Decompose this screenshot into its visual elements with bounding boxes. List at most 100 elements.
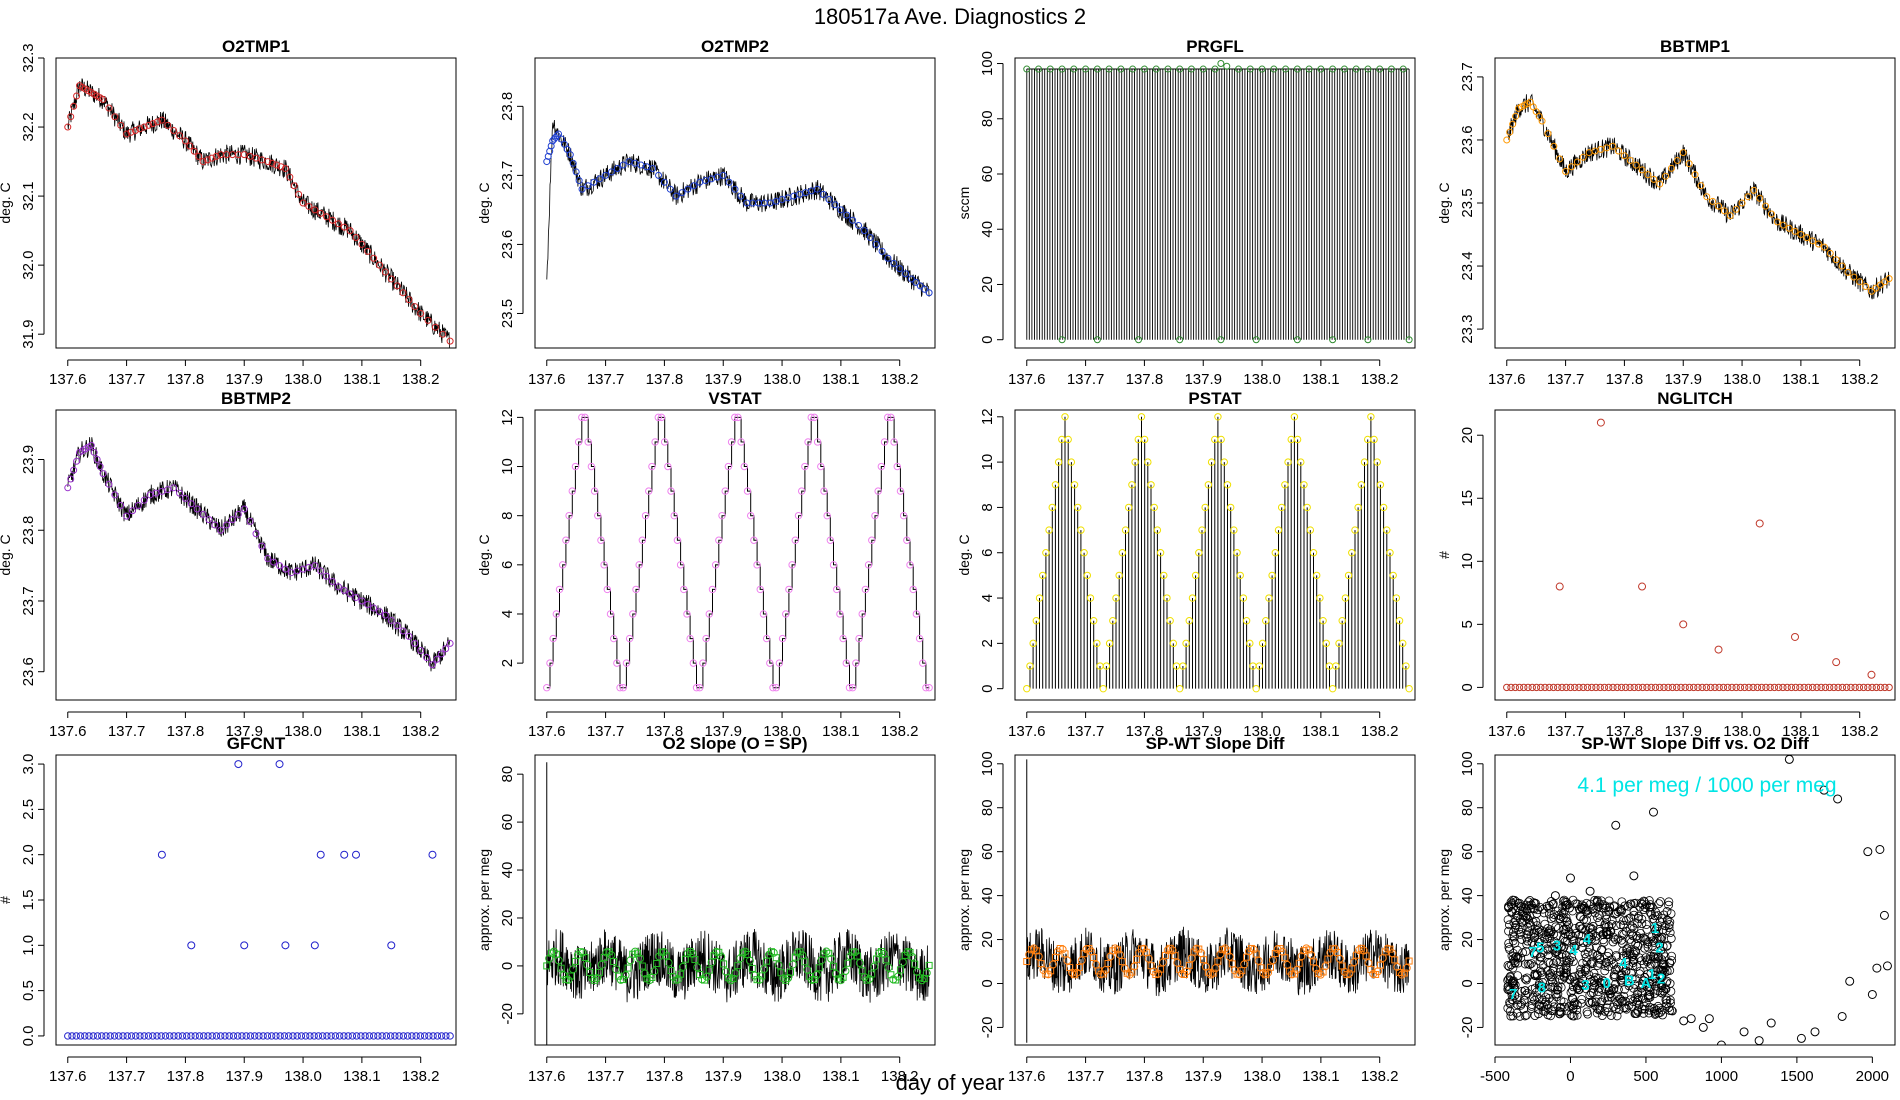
data-point	[1118, 549, 1127, 557]
cluster-point	[1510, 895, 1519, 905]
plot-frame-nglitch	[1494, 409, 1896, 701]
data-point-zero	[280, 1032, 289, 1040]
data-point	[387, 616, 395, 624]
data-point	[1324, 955, 1332, 963]
cluster-point	[1661, 995, 1671, 1005]
cluster-point	[1629, 907, 1639, 916]
data-point	[1885, 275, 1893, 283]
plot-area-pstat	[1023, 413, 1413, 693]
data-point	[1784, 755, 1794, 764]
data-point	[1362, 952, 1370, 960]
cluster-point	[1664, 900, 1673, 910]
data-point	[925, 684, 933, 692]
data-point-zero	[1745, 683, 1753, 692]
cluster-point	[1519, 995, 1529, 1005]
cluster-point	[1543, 1010, 1553, 1020]
data-point	[1160, 571, 1168, 580]
data-point	[1370, 435, 1378, 444]
cluster-label: 4	[1583, 931, 1592, 948]
data-point-zero	[187, 1032, 195, 1040]
data-point	[1034, 952, 1043, 961]
data-point-zero	[1609, 683, 1617, 692]
data-point-zero	[429, 1032, 437, 1040]
data-point	[543, 684, 551, 692]
cluster-point	[1588, 959, 1598, 968]
cluster-label: 7	[1529, 944, 1537, 961]
plot-frame-pstat	[1014, 409, 1416, 701]
cluster-point	[1571, 929, 1581, 938]
cluster-point	[1557, 941, 1567, 951]
data-point	[836, 610, 844, 618]
data-point	[1152, 65, 1160, 73]
data-point-zero	[1575, 683, 1583, 692]
cluster-point	[1645, 961, 1655, 971]
y-tick-label: 2	[499, 659, 516, 667]
data-point	[1509, 120, 1517, 128]
cluster-point	[1523, 936, 1532, 946]
cluster-point	[1511, 952, 1520, 962]
y-tick-label: 80	[979, 110, 996, 127]
cluster-point	[1505, 972, 1515, 982]
data-point-zero	[85, 1032, 93, 1040]
data-point	[1118, 958, 1126, 966]
y-tick-label: -20	[1459, 1017, 1476, 1039]
cluster-point	[1603, 992, 1613, 1002]
data-point	[851, 948, 860, 957]
cluster-point	[1627, 928, 1636, 938]
data-point	[1223, 62, 1231, 70]
data-point	[105, 104, 113, 112]
x-tick-label: 137.9	[225, 723, 263, 740]
data-point	[311, 206, 319, 214]
data-point	[1128, 481, 1136, 489]
cluster-point	[1578, 958, 1587, 968]
data-point	[565, 511, 573, 520]
data-point	[1046, 65, 1054, 73]
data-point	[896, 487, 905, 495]
data-point	[831, 969, 840, 978]
data-point	[1685, 160, 1693, 168]
data-point-zero	[1592, 683, 1600, 692]
cluster-point	[1520, 986, 1530, 995]
x-tick-label: 138.1	[822, 723, 860, 740]
data-point	[370, 254, 378, 262]
x-tick-label: 138.0	[284, 723, 322, 740]
data-point	[93, 456, 101, 464]
data-point	[1667, 164, 1675, 172]
data-point	[581, 413, 589, 422]
data-point	[1185, 617, 1193, 625]
y-axis-label-o2slope: approx. per meg	[476, 849, 492, 951]
data-point	[1258, 65, 1266, 73]
cluster-point	[1637, 956, 1646, 966]
y-tick-label: 0	[1459, 979, 1476, 987]
panel-gfcnt: GFCNT#137.6137.7137.8137.9138.0138.1138.…	[0, 734, 457, 1085]
data-point-zero	[433, 1032, 442, 1040]
data-point	[1217, 435, 1225, 444]
cluster-label: 1	[1648, 966, 1656, 983]
cluster-point	[1655, 987, 1665, 997]
y-axis-label-spwt_vs_o2: approx. per meg	[1436, 849, 1452, 951]
data-point-zero	[1651, 683, 1660, 692]
data-point	[635, 561, 643, 569]
data-point	[1087, 947, 1096, 956]
data-point	[925, 289, 933, 297]
data-point	[858, 967, 866, 975]
data-point-zero	[98, 1032, 106, 1040]
data-point-zero	[157, 1032, 165, 1040]
data-point	[726, 976, 735, 985]
data-point-zero	[1566, 683, 1575, 692]
cluster-point	[1532, 970, 1542, 980]
data-point	[186, 142, 194, 150]
cluster-point	[1521, 912, 1531, 922]
data-point	[791, 953, 799, 961]
data-point	[1157, 965, 1165, 973]
data-point-zero	[200, 1032, 208, 1040]
data-point-zero	[1613, 683, 1621, 692]
plot-area-prgfl	[1023, 60, 1413, 344]
data-point	[734, 962, 742, 970]
data-point	[1709, 197, 1717, 205]
data-point	[820, 950, 828, 958]
cluster-point	[1560, 937, 1570, 946]
cluster-point	[1592, 897, 1602, 907]
x-tick-label: 138.0	[763, 723, 801, 740]
plot-area-o2tmp1	[64, 78, 454, 348]
